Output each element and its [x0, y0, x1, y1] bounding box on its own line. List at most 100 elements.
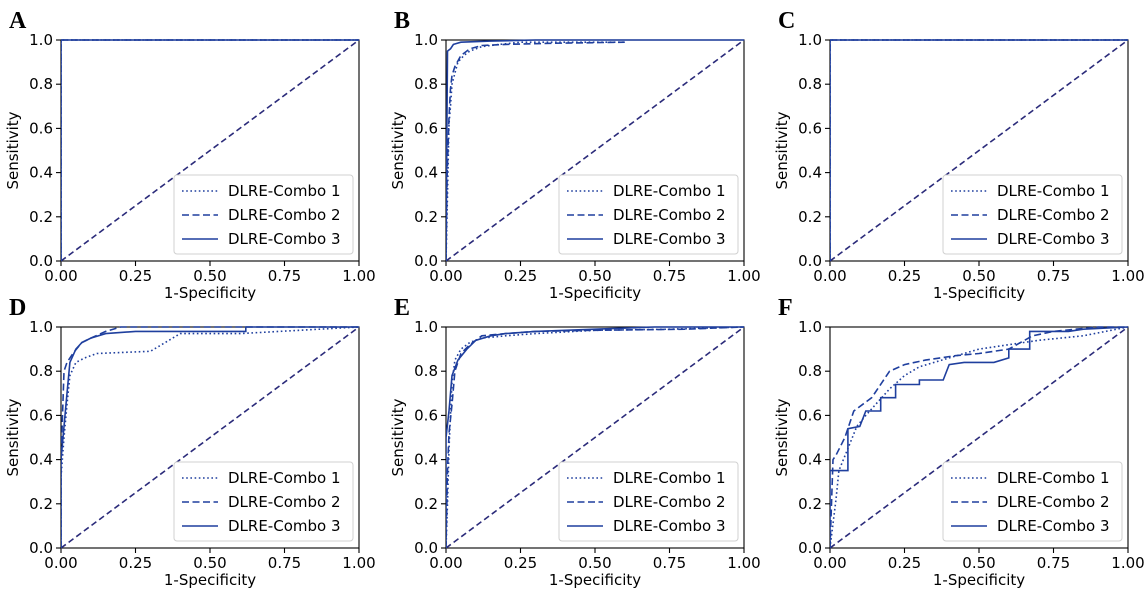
x-tick-label: 1.00	[342, 554, 375, 572]
y-tick-label: 0.0	[798, 252, 822, 270]
legend-label-combo-3: DLRE-Combo 3	[997, 230, 1110, 248]
legend-label-combo-2: DLRE-Combo 2	[997, 206, 1110, 224]
legend-label-combo-3: DLRE-Combo 3	[997, 517, 1110, 535]
series-line-combo-2	[61, 326, 359, 548]
y-tick-label: 1.0	[29, 318, 53, 336]
series-line-combo-1	[830, 326, 1129, 549]
x-tick-label: 0.50	[578, 554, 611, 572]
x-tick-label: 0.75	[268, 267, 301, 285]
panel-b: B 0.00 0.25 0.50 0.75 1.00 0.0 0.2 0.4 0.6 0.8 1.0 1…	[389, 8, 761, 302]
legend-box	[173, 461, 354, 542]
x-tick-label: 1.00	[727, 554, 760, 572]
panel-d: D 0.00 0.25 0.50 0.75 1.00 0.0 0.2 0.4 0.6 0.8 1.0 1…	[4, 295, 376, 589]
legend-box	[942, 461, 1123, 542]
y-tick-label: 0.2	[414, 495, 438, 513]
legend-label-combo-2: DLRE-Combo 2	[613, 493, 726, 511]
x-tick-label: 0.00	[44, 554, 77, 572]
x-tick-label: 0.75	[1037, 267, 1070, 285]
legend-label-combo-1: DLRE-Combo 1	[997, 182, 1110, 200]
panel-letter-b: B	[394, 8, 410, 34]
y-tick-label: 1.0	[798, 31, 822, 49]
legend-label-combo-3: DLRE-Combo 3	[613, 230, 726, 248]
series-line-combo-2	[446, 41, 625, 262]
legend-box	[558, 461, 739, 542]
diagonal-reference-line	[61, 39, 360, 262]
y-tick-label: 0.6	[414, 119, 438, 137]
x-tick-label: 0.75	[268, 554, 301, 572]
y-axis-label: Sensitivity	[773, 398, 791, 476]
y-tick-label: 0.0	[798, 539, 822, 557]
legend-label-combo-1: DLRE-Combo 1	[613, 182, 726, 200]
y-axis-label: Sensitivity	[389, 398, 407, 476]
y-tick-label: 0.6	[29, 406, 53, 424]
diagonal-reference-line	[446, 39, 745, 262]
y-tick-label: 0.4	[29, 164, 53, 182]
y-axis-label: Sensitivity	[4, 398, 22, 476]
y-tick-label: 0.4	[798, 451, 822, 469]
x-axis-label: 1-Specificity	[549, 571, 641, 589]
series-line-combo-3	[446, 326, 744, 548]
panel-letter-e: E	[394, 295, 410, 321]
legend-label-combo-1: DLRE-Combo 1	[228, 182, 341, 200]
x-tick-label: 1.00	[1111, 554, 1144, 572]
legend-box	[942, 174, 1123, 255]
legend-label-combo-3: DLRE-Combo 3	[228, 230, 341, 248]
panel-letter-f: F	[778, 295, 793, 321]
x-tick-label: 0.25	[888, 267, 921, 285]
x-tick-label: 0.50	[193, 267, 226, 285]
x-tick-label: 0.00	[813, 554, 846, 572]
series-line-combo-3	[830, 39, 1128, 261]
y-tick-label: 0.8	[29, 75, 53, 93]
x-tick-label: 0.25	[504, 554, 537, 572]
x-axis-label: 1-Specificity	[933, 284, 1025, 302]
x-tick-label: 0.25	[504, 267, 537, 285]
legend-label-combo-1: DLRE-Combo 1	[997, 469, 1110, 487]
x-tick-label: 0.25	[119, 267, 152, 285]
series-line-combo-2	[446, 326, 745, 549]
y-tick-label: 0.4	[29, 451, 53, 469]
x-tick-label: 0.50	[962, 267, 995, 285]
y-tick-label: 0.2	[414, 208, 438, 226]
y-tick-label: 0.6	[798, 406, 822, 424]
x-axis-label: 1-Specificity	[933, 571, 1025, 589]
y-tick-label: 0.2	[798, 495, 822, 513]
y-tick-label: 1.0	[414, 31, 438, 49]
x-tick-label: 0.00	[429, 267, 462, 285]
panel-letter-c: C	[778, 8, 795, 34]
diagonal-reference-line	[61, 326, 360, 549]
legend-label-combo-2: DLRE-Combo 2	[997, 493, 1110, 511]
y-tick-label: 0.4	[798, 164, 822, 182]
diagonal-reference-line	[446, 326, 745, 549]
legend-label-combo-1: DLRE-Combo 1	[613, 469, 726, 487]
y-tick-label: 0.8	[798, 75, 822, 93]
panel-f: F 0.00 0.25 0.50 0.75 1.00 0.0 0.2 0.4 0.6 0.8 1.0 1…	[773, 295, 1145, 589]
y-axis-label: Sensitivity	[389, 111, 407, 189]
x-tick-label: 1.00	[727, 267, 760, 285]
series-line-combo-3	[61, 39, 359, 261]
panel-letter-d: D	[9, 295, 26, 321]
x-tick-label: 0.75	[653, 267, 686, 285]
x-axis-label: 1-Specificity	[549, 284, 641, 302]
x-tick-label: 0.00	[44, 267, 77, 285]
panel-a: A 0.00 0.25 0.50 0.75 1.00 0.0 0.2 0.4 0.6 0.8 1.0 1…	[4, 8, 376, 302]
diagonal-reference-line	[830, 39, 1129, 262]
x-tick-label: 0.50	[578, 267, 611, 285]
x-axis-label: 1-Specificity	[164, 284, 256, 302]
x-tick-label: 0.00	[813, 267, 846, 285]
y-axis-label: Sensitivity	[4, 111, 22, 189]
x-tick-label: 0.75	[653, 554, 686, 572]
legend-label-combo-2: DLRE-Combo 2	[613, 206, 726, 224]
legend-box	[173, 174, 354, 255]
y-tick-label: 0.2	[798, 208, 822, 226]
legend-label-combo-2: DLRE-Combo 2	[228, 493, 341, 511]
y-tick-label: 0.2	[29, 495, 53, 513]
legend-label-combo-3: DLRE-Combo 3	[613, 517, 726, 535]
y-tick-label: 0.8	[414, 362, 438, 380]
series-line-combo-3	[61, 326, 359, 548]
panel-letter-a: A	[9, 8, 27, 34]
y-tick-label: 0.6	[798, 119, 822, 137]
x-tick-label: 1.00	[342, 267, 375, 285]
x-tick-label: 0.25	[888, 554, 921, 572]
panel-c: C 0.00 0.25 0.50 0.75 1.00 0.0 0.2 0.4 0.6 0.8 1.0 1…	[773, 8, 1145, 302]
